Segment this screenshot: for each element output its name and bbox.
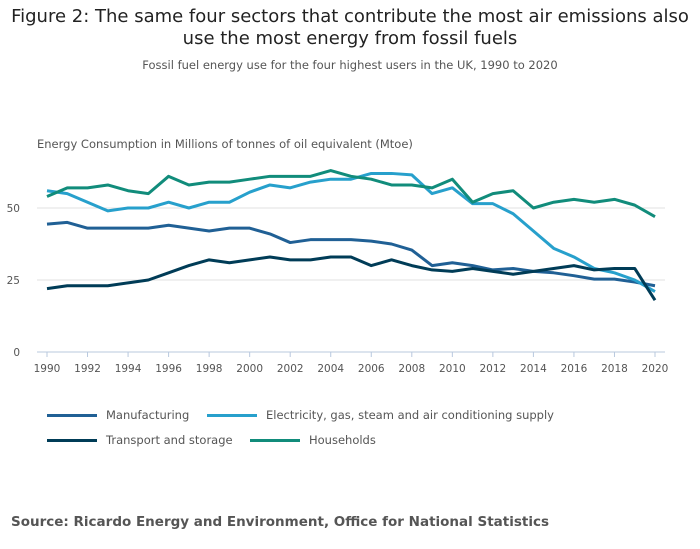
x-tick-label: 1990 bbox=[34, 363, 61, 375]
source-note: Source: Ricardo Energy and Environment, … bbox=[11, 514, 549, 530]
x-tick-label: 1996 bbox=[155, 363, 182, 375]
legend-label: Transport and storage bbox=[106, 433, 233, 447]
legend-label: Electricity, gas, steam and air conditio… bbox=[266, 408, 554, 422]
x-tick-label: 2004 bbox=[317, 363, 344, 375]
legend-swatch bbox=[250, 438, 300, 442]
x-tick-label: 2006 bbox=[358, 363, 385, 375]
legend-item-transport: Transport and storage bbox=[47, 433, 233, 447]
legend-label: Manufacturing bbox=[106, 408, 190, 422]
x-tick-label: 2018 bbox=[601, 363, 628, 375]
legend-label: Households bbox=[309, 433, 376, 447]
y-axis-label: Energy Consumption in Millions of tonnes… bbox=[37, 137, 413, 151]
x-tick-label: 2010 bbox=[439, 363, 466, 375]
legend-item-households: Households bbox=[250, 433, 376, 447]
line-chart: 0 25 50 1990 1992 1994 1996 1998 2000 2002 2004 200… bbox=[7, 169, 669, 375]
x-tick-label: 2016 bbox=[561, 363, 588, 375]
legend-item-electricity: Electricity, gas, steam and air conditio… bbox=[207, 408, 554, 422]
series-line-electricity bbox=[46, 171, 656, 293]
y-tick-label: 50 bbox=[7, 203, 20, 215]
x-tick-label: 2008 bbox=[398, 363, 425, 375]
legend-swatch bbox=[207, 413, 257, 417]
y-tick-label: 25 bbox=[7, 275, 20, 287]
x-tick-label: 2000 bbox=[236, 363, 263, 375]
series-line-transport bbox=[46, 255, 657, 301]
x-tick-label: 2012 bbox=[479, 363, 506, 375]
series-line-households bbox=[46, 169, 656, 218]
x-tick-label: 1994 bbox=[115, 363, 142, 375]
y-tick-label: 0 bbox=[13, 347, 20, 359]
x-tick-label: 2014 bbox=[520, 363, 547, 375]
x-tick-label: 2002 bbox=[277, 363, 304, 375]
chart-title: Figure 2: The same four sectors that con… bbox=[11, 6, 689, 49]
x-tick-label: 2020 bbox=[642, 363, 669, 375]
legend-item-manufacturing: Manufacturing bbox=[47, 408, 189, 422]
x-tick-label: 1998 bbox=[196, 363, 223, 375]
x-tick-label: 1992 bbox=[74, 363, 101, 375]
series-line-manufacturing bbox=[46, 220, 656, 288]
legend-swatch bbox=[47, 438, 97, 442]
chart-subtitle: Fossil fuel energy use for the four high… bbox=[142, 58, 558, 72]
legend-swatch bbox=[47, 413, 97, 417]
